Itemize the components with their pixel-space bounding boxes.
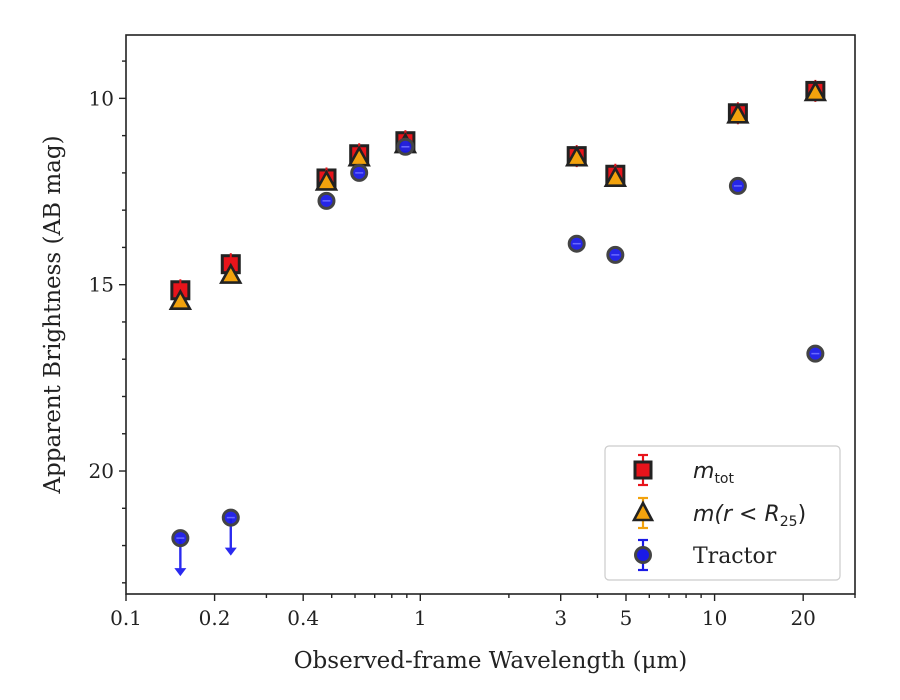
data-point-triangle (564, 145, 589, 167)
data-marks (168, 79, 828, 577)
x-tick-label: 20 (790, 606, 815, 630)
y-axis-label: Apparent Brightness (AB mag) (40, 135, 66, 494)
data-point-triangle (219, 262, 243, 284)
data-point-circle (350, 163, 369, 182)
legend: mtot m(r < R25) Tractor (604, 445, 841, 581)
y-tick-label: 15 (89, 273, 114, 297)
legend-square (633, 460, 653, 480)
x-tick-label: 0.2 (199, 606, 231, 630)
data-point-triangle (803, 80, 828, 102)
data-point-circle (567, 234, 586, 253)
data-point-triangle (603, 165, 628, 187)
plot-frame (125, 34, 856, 595)
x-axis-label: Observed-frame Wavelength (μm) (294, 648, 688, 674)
legend-triangle (631, 500, 655, 522)
x-tick-label: 0.1 (110, 606, 142, 630)
y-axis-ticks: 10 15 20 (89, 60, 126, 584)
arrow-head (224, 547, 237, 556)
legend-marker-square (633, 453, 653, 487)
data-point-triangle (314, 169, 339, 191)
data-point-circle (317, 191, 336, 210)
data-point-circle (606, 245, 625, 264)
data-point-triangle (726, 102, 750, 124)
x-tick-label: 3 (554, 606, 567, 630)
data-point-circle (728, 176, 747, 195)
data-point-circle (806, 344, 825, 363)
legend-label-m-r25: m(r < R25) (693, 502, 806, 530)
legend-label-mtot: mtot (693, 459, 734, 487)
x-tick-label: 5 (620, 606, 633, 630)
data-point-circle (171, 529, 190, 548)
x-tick-label: 1 (414, 606, 427, 630)
data-point-circle (396, 137, 415, 156)
data-point-circle (221, 508, 240, 527)
x-tick-label: 10 (702, 606, 727, 630)
legend-markers (631, 453, 655, 572)
legend-marker-circle (634, 538, 652, 572)
legend-circle (634, 546, 652, 564)
y-tick-label: 20 (89, 459, 114, 483)
data-point-triangle (168, 288, 193, 310)
x-axis-ticks: 0.1 0.2 0.4 1 3 5 10 20 (110, 594, 856, 630)
legend-frame (604, 445, 841, 581)
legend-marker-triangle (631, 496, 655, 530)
arrow-head (174, 568, 187, 577)
x-tick-label: 0.4 (287, 606, 319, 630)
legend-label-tractor: Tractor (693, 544, 777, 569)
y-tick-label: 10 (89, 86, 114, 110)
